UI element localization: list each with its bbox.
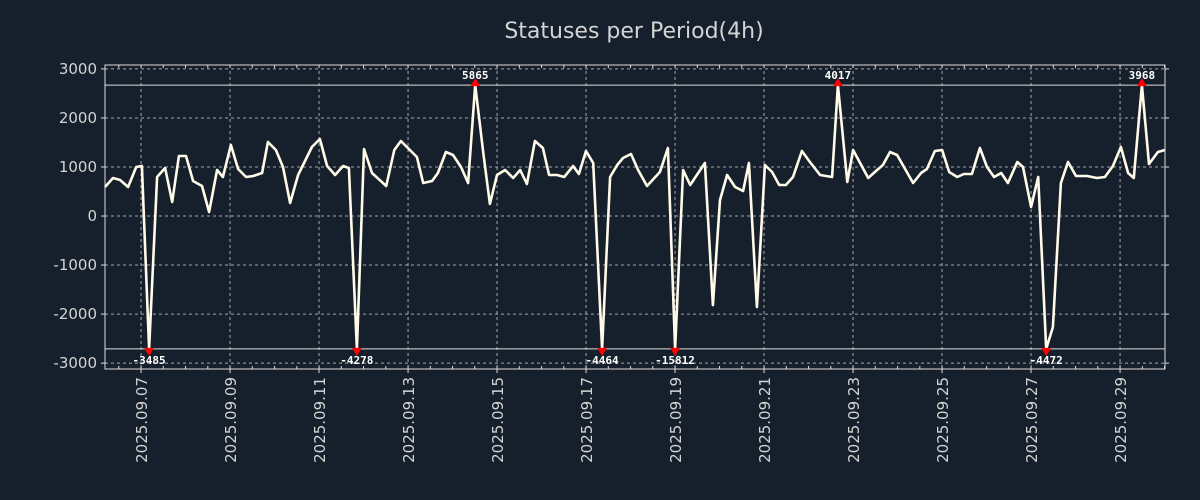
min-label: -4464 [586, 354, 619, 367]
x-tick-label: 2025.09.15 [489, 377, 507, 463]
min-marker [597, 347, 608, 356]
y-tick-label: -3000 [53, 354, 97, 372]
min-label: -15812 [655, 354, 695, 367]
plot-frame [104, 64, 1166, 370]
min-marker [670, 347, 681, 356]
max-label: 5865 [462, 69, 489, 82]
x-tick-label: 2025.09.29 [1112, 377, 1130, 463]
series-line-statuses [104, 83, 1166, 351]
x-tick-label: 2025.09.27 [1023, 377, 1041, 463]
x-tick-label: 2025.09.11 [311, 377, 329, 463]
x-axis: 2025.09.07 2025.09.09 2025.09.11 2025.09.13… [118, 65, 1166, 463]
markers: -3485 -4278 5865 -4464 -15812 4017 -4472 3968 [132, 69, 1155, 367]
x-tick-label: 2025.09.09 [222, 377, 240, 463]
x-tick-label: 2025.09.19 [667, 377, 685, 463]
clip-lines [105, 84, 1165, 350]
y-tick-label: 1000 [59, 158, 97, 176]
min-marker [351, 347, 362, 356]
x-tick-label: 2025.09.23 [845, 377, 863, 463]
x-tick-label: 2025.09.25 [934, 377, 952, 463]
series [104, 83, 1166, 351]
y-tick-label: 0 [87, 207, 97, 225]
max-marker [1136, 78, 1147, 87]
x-tick-label: 2025.09.17 [578, 377, 596, 463]
x-tick-label: 2025.09.13 [400, 377, 418, 463]
min-marker [1041, 347, 1052, 356]
x-tick-label: 2025.09.07 [133, 377, 151, 463]
x-tick-label: 2025.09.21 [756, 377, 774, 463]
max-label: 4017 [825, 69, 852, 82]
min-marker [144, 347, 155, 356]
max-marker [470, 78, 481, 87]
min-label: -4278 [340, 354, 373, 367]
y-tick-label: 2000 [59, 109, 97, 127]
min-label: -3485 [132, 354, 165, 367]
y-tick-label: -1000 [53, 256, 97, 274]
y-tick-label: 3000 [59, 60, 97, 78]
min-label: -4472 [1030, 354, 1063, 367]
chart-title: Statuses per Period(4h) [504, 19, 763, 44]
max-label: 3968 [1129, 69, 1156, 82]
y-tick-label: -2000 [53, 305, 97, 323]
max-marker [832, 78, 843, 87]
y-axis: 3000 2000 1000 0 -1000 -2000 -3000 [53, 60, 1169, 372]
